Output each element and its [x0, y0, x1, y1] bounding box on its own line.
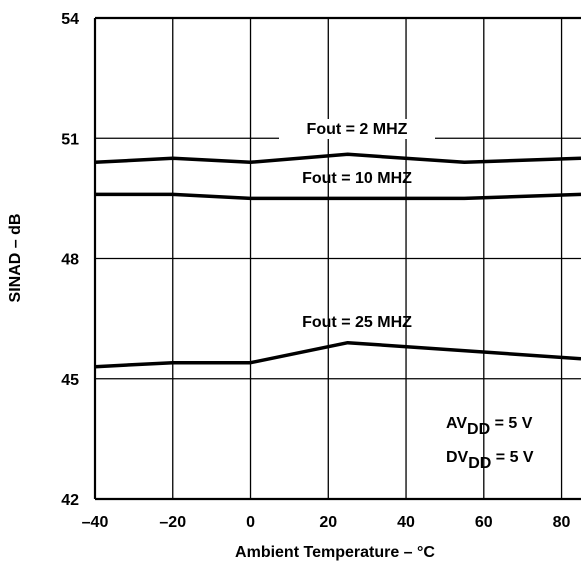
- series-fout-10mhz-label: Fout = 10 MHZ: [302, 170, 412, 187]
- x-tick-label: 60: [475, 514, 493, 531]
- y-tick-label: 48: [61, 252, 79, 269]
- dvdd-sub: DD: [468, 455, 491, 472]
- dvdd-annotation: DVDD = 5 V: [446, 449, 534, 472]
- x-tick-label: –20: [159, 514, 186, 531]
- avdd-main: AV: [446, 415, 467, 432]
- x-axis-title: Ambient Temperature – °C: [235, 544, 435, 561]
- plot-frame: [93, 16, 581, 501]
- series-fout-25mhz-line: [94, 340, 581, 369]
- x-tick-label: 20: [319, 514, 337, 531]
- series-fout-2mhz-label-bg: [279, 119, 435, 139]
- avdd-value: = 5 V: [490, 415, 533, 432]
- dvdd-main: DV: [446, 449, 469, 466]
- y-axis-title: SINAD – dB: [7, 214, 24, 303]
- y-tick-label: 45: [61, 372, 79, 389]
- series-fout-2mhz-line: [94, 152, 581, 165]
- series-fout-2mhz-label: Fout = 2 MHZ: [307, 121, 408, 138]
- y-tick-label: 54: [61, 11, 79, 28]
- y-tick-label: 51: [61, 131, 79, 148]
- x-axis-ticks: –40 –20 0 20 40 60 80: [82, 514, 571, 531]
- series-fout-10mhz-line: [95, 192, 581, 201]
- x-tick-label: 0: [246, 514, 255, 531]
- avdd-sub: DD: [467, 421, 490, 438]
- dvdd-value: = 5 V: [491, 449, 534, 466]
- y-axis-ticks: 42 45 48 51 54: [61, 11, 79, 509]
- series-labels: Fout = 2 MHZ Fout = 10 MHZ Fout = 25 MHZ: [279, 119, 435, 331]
- y-tick-label: 42: [61, 492, 79, 509]
- series-lines: [94, 152, 581, 369]
- x-tick-label: –40: [82, 514, 109, 531]
- x-tick-label: 80: [553, 514, 571, 531]
- x-tick-label: 40: [397, 514, 415, 531]
- avdd-annotation: AVDD = 5 V: [446, 415, 533, 438]
- series-fout-25mhz-label: Fout = 25 MHZ: [302, 314, 412, 331]
